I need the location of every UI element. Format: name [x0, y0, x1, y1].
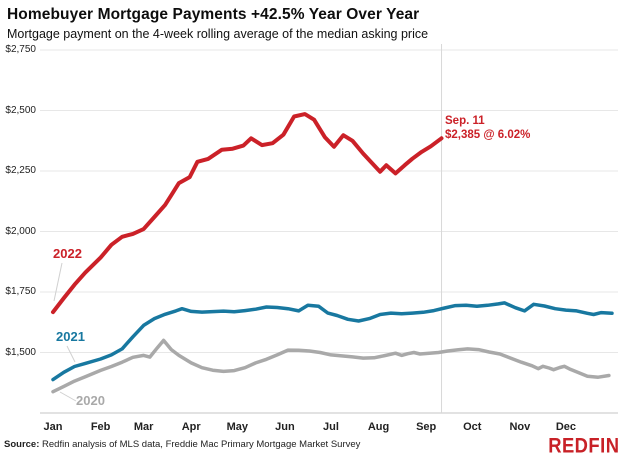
- y-tick-label: $2,250: [5, 165, 36, 176]
- chart-title: Homebuyer Mortgage Payments +42.5% Year …: [7, 6, 420, 23]
- y-tick-label: $1,750: [5, 286, 36, 297]
- x-tick-label: May: [226, 421, 248, 433]
- series-line-2022: [51, 112, 444, 315]
- x-tick-label: Sep: [416, 421, 437, 433]
- series-label-2021: 2021: [56, 329, 85, 344]
- series-line-2020: [51, 338, 611, 394]
- annotation-date: Sep. 11: [445, 115, 485, 127]
- y-tick-label: $2,500: [5, 104, 36, 116]
- x-tick-label: Jan: [43, 421, 63, 433]
- chart-subtitle: Mortgage payment on the 4-week rolling a…: [7, 27, 429, 41]
- label-leader-line: [59, 391, 77, 402]
- y-tick-label: $2,000: [5, 225, 36, 237]
- series-label-2022: 2022: [53, 246, 82, 261]
- label-leader-line: [53, 262, 63, 302]
- x-tick-label: Nov: [509, 421, 531, 433]
- x-tick-label: Aug: [367, 421, 390, 433]
- series-label-2020: 2020: [76, 393, 105, 408]
- x-tick-label: Oct: [463, 421, 482, 433]
- redfin-logo: REDFIN: [547, 434, 619, 458]
- source-label: Source:: [4, 439, 40, 450]
- x-tick-label: Jun: [275, 421, 295, 433]
- source-note: Source: Redfin analysis of MLS data, Fre…: [4, 439, 360, 450]
- y-tick-label: $2,750: [5, 44, 36, 55]
- latest-point-annotation: Sep. 11 $2,385 @ 6.02%: [445, 114, 530, 142]
- x-tick-label: Mar: [133, 421, 154, 433]
- source-text: Redfin analysis of MLS data, Freddie Mac…: [39, 439, 361, 450]
- series-line-2021: [51, 301, 614, 382]
- y-tick-label: $1,500: [5, 346, 36, 358]
- label-leader-line: [66, 345, 76, 363]
- x-tick-label: Feb: [90, 421, 111, 433]
- x-tick-label: Apr: [181, 421, 201, 433]
- x-tick-label: Dec: [555, 421, 577, 433]
- x-tick-label: Jul: [323, 421, 339, 433]
- annotation-value: $2,385 @ 6.02%: [445, 129, 531, 141]
